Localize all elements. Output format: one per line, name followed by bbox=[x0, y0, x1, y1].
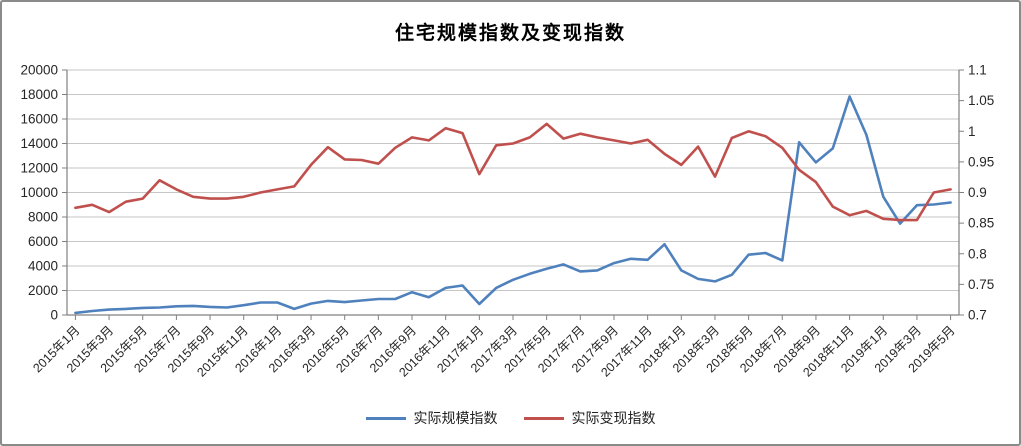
right-axis-tick-label: 0.7 bbox=[968, 308, 987, 323]
left-axis-tick-label: 0 bbox=[50, 308, 58, 323]
chart-title: 住宅规模指数及变现指数 bbox=[394, 23, 626, 44]
right-axis-tick-label: 0.75 bbox=[968, 277, 994, 292]
right-axis-tick-label: 0.85 bbox=[968, 216, 994, 231]
right-axis-tick-label: 0.9 bbox=[968, 185, 987, 200]
legend-label-liquidity-index: 实际变现指数 bbox=[571, 410, 656, 426]
right-axis-tick-label: 0.95 bbox=[968, 154, 994, 169]
legend-label-scale-index: 实际规模指数 bbox=[413, 410, 498, 426]
legend-item-scale-index: 实际规模指数 bbox=[365, 408, 498, 428]
series-line-scale-index bbox=[74, 95, 952, 315]
left-axis-tick-label: 18000 bbox=[20, 87, 58, 102]
left-axis-tick-label: 10000 bbox=[20, 185, 58, 200]
legend-swatch-scale-index-line bbox=[365, 416, 406, 420]
right-axis-tick-label: 1.1 bbox=[968, 63, 987, 78]
legend-item-liquidity-index: 实际变现指数 bbox=[523, 408, 656, 428]
left-axis-tick-label: 12000 bbox=[20, 161, 58, 176]
left-axis-tick-label: 6000 bbox=[28, 234, 58, 249]
legend-swatch-liquidity-index-line bbox=[523, 416, 564, 420]
series-line-liquidity-index bbox=[74, 122, 952, 222]
legend: 实际规模指数 实际变现指数 bbox=[2, 408, 1019, 428]
left-axis-tick-label: 2000 bbox=[28, 283, 58, 298]
right-axis-tick-label: 1 bbox=[968, 124, 976, 139]
left-axis-tick-label: 14000 bbox=[20, 136, 58, 151]
left-axis-tick-label: 16000 bbox=[20, 112, 58, 127]
right-axis-tick-label: 1.05 bbox=[968, 93, 994, 108]
left-axis-tick-label: 4000 bbox=[28, 259, 58, 274]
left-axis-tick-label: 8000 bbox=[28, 210, 58, 225]
left-axis-tick-label: 20000 bbox=[20, 63, 58, 78]
right-axis-tick-label: 0.8 bbox=[968, 246, 987, 261]
